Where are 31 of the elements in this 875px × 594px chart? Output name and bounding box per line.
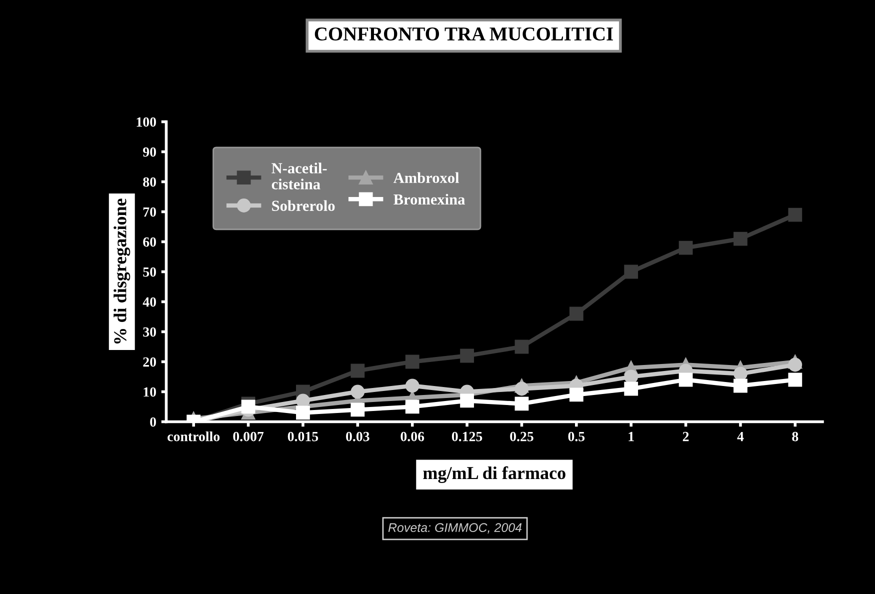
y-tick-label: 50 — [143, 267, 156, 277]
y-axis-title: % di disgregazione — [114, 198, 130, 344]
x-tick-label: 0.015 — [288, 432, 318, 442]
y-tick-label: 10 — [144, 387, 156, 397]
y-tick-label: 20 — [143, 357, 156, 367]
legend-label: Ambroxol — [393, 172, 460, 184]
x-tick-label: 0.125 — [452, 432, 482, 442]
x-tick-label: 1 — [628, 432, 634, 442]
x-tick-label: 0.03 — [346, 432, 370, 442]
x-tick-label: 0.25 — [510, 432, 534, 442]
x-tick-label: 4 — [737, 432, 744, 442]
y-tick-label: 80 — [143, 177, 156, 187]
y-tick-label: 100 — [136, 117, 156, 127]
legend-label: Bromexina — [394, 194, 465, 205]
y-tick-label: 30 — [143, 327, 156, 337]
y-tick-label: 70 — [143, 207, 156, 217]
legend-label: Sobrerolo — [272, 200, 335, 211]
y-tick-label: 40 — [142, 297, 156, 307]
x-tick-label: 2 — [682, 432, 689, 442]
y-tick-label: 60 — [143, 237, 156, 247]
x-tick-label: 0.5 — [568, 432, 585, 442]
x-tick-label: 8 — [792, 432, 798, 442]
x-axis-title: mg/mL di farmaco — [423, 466, 566, 483]
y-tick-label: 0 — [150, 417, 156, 427]
y-tick-label: 90 — [143, 147, 156, 157]
text: Roveta: GIMMOC, 2004 — [388, 523, 522, 534]
x-tick-label: 0.007 — [233, 432, 264, 442]
legend-label: N-acetil- cisteina — [272, 162, 327, 190]
x-tick-label: 0.06 — [400, 432, 424, 442]
chart-title: CONFRONTO TRA MUCOLITICI — [314, 27, 613, 41]
x-tick-label: controllo — [168, 431, 220, 442]
